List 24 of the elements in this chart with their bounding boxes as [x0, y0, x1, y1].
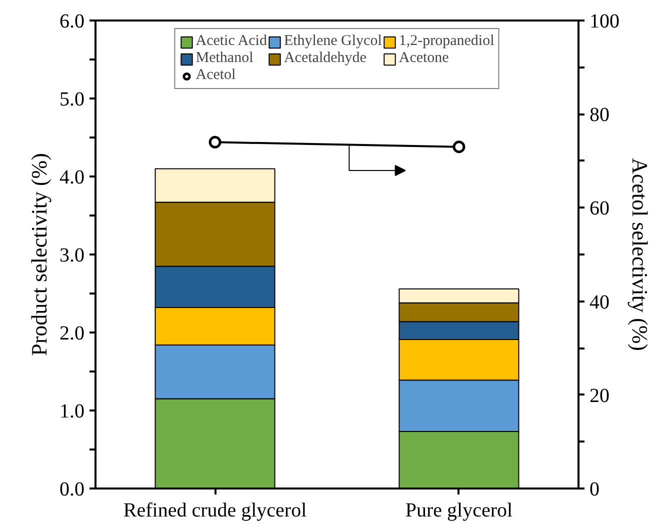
- y2-tick-label: 40: [590, 291, 610, 314]
- y2-tick-label: 60: [590, 198, 610, 220]
- x-tick-label: Refined crude glycerol: [123, 500, 308, 522]
- y-tick-label: 0.0: [60, 478, 84, 500]
- y2-tick-label: 20: [590, 384, 610, 407]
- legend-label: Ethylene Glycol: [284, 33, 382, 50]
- legend-label: Methanol: [196, 50, 254, 67]
- y-axis-title: Product selectivity (%): [26, 153, 52, 356]
- legend-label: 1,2-propanediol: [398, 33, 494, 50]
- legend-label: Acetaldehyde: [284, 50, 366, 67]
- y-tick-label: 4.0: [60, 166, 84, 188]
- legend-label: Acetone: [398, 50, 449, 67]
- legend-label: Acetol: [196, 67, 236, 84]
- y2-axis-title: Acetol selectivity (%): [628, 158, 652, 352]
- y-tick-label: 1.0: [60, 400, 84, 422]
- x-tick-label: Pure glycerol: [405, 500, 514, 522]
- y2-tick-label: 0: [590, 478, 600, 500]
- y-tick-label: 5.0: [60, 88, 84, 110]
- legend-label: Acetic Acid: [196, 33, 267, 50]
- y-tick-label: 3.0: [60, 244, 84, 266]
- y-tick-label: 6.0: [60, 10, 84, 32]
- y2-tick-label: 100: [590, 10, 620, 32]
- y-tick-label: 2.0: [60, 322, 84, 344]
- y2-tick-label: 80: [590, 104, 610, 126]
